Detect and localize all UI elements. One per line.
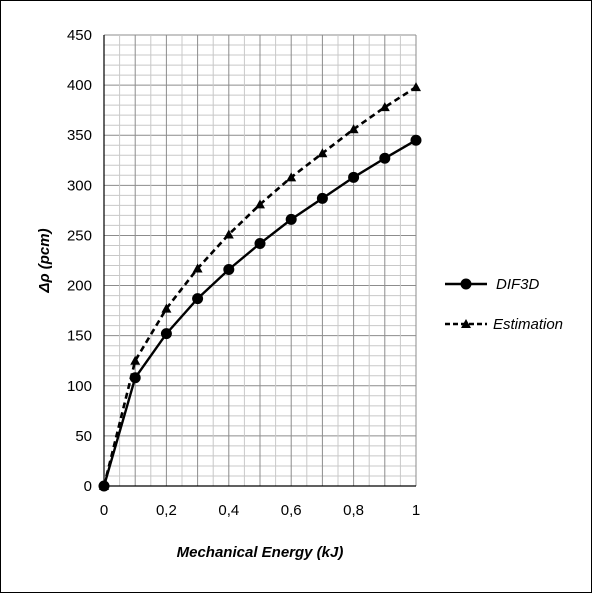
y-tick-label: 300 [67, 177, 92, 194]
tick-labels: 0 50 100 150 200 250 300 350 400 450 0 0,2 0,4 0,6 0,8… [67, 27, 420, 519]
series-layer [98, 82, 422, 492]
legend-item-estimation: Estimation [445, 316, 563, 333]
y-tick-label: 250 [67, 227, 92, 244]
y-tick-label: 200 [67, 278, 92, 295]
data-point-estimation [99, 481, 109, 490]
x-tick-label: 0,8 [343, 502, 364, 519]
legend-item-dif3d: DIF3D [445, 276, 540, 293]
data-point-estimation [317, 148, 328, 158]
x-tick-label: 0,6 [281, 502, 302, 519]
y-tick-label: 350 [67, 127, 92, 144]
data-point-dif3d [348, 171, 360, 183]
x-tick-label: 0,4 [218, 502, 239, 519]
y-tick-label: 450 [67, 27, 92, 44]
data-point-dif3d [192, 293, 204, 305]
y-tick-label: 150 [67, 328, 92, 345]
legend-marker-estimation [461, 319, 471, 328]
data-point-dif3d [160, 328, 172, 340]
y-tick-label: 100 [67, 378, 92, 395]
data-point-estimation [161, 303, 172, 313]
axes [103, 35, 416, 487]
y-tick-label: 50 [75, 428, 92, 445]
data-point-estimation [192, 263, 203, 273]
data-point-estimation [130, 355, 141, 365]
y-tick-label: 0 [84, 478, 92, 495]
data-point-estimation [286, 172, 297, 182]
grid [103, 34, 417, 487]
data-point-estimation [348, 124, 359, 134]
legend-marker-dif3d [460, 278, 472, 290]
x-tick-label: 1 [412, 502, 420, 519]
data-point-estimation [223, 229, 234, 239]
data-point-estimation [255, 199, 265, 209]
legend: DIF3D Estimation [445, 276, 563, 333]
data-point-dif3d [223, 264, 235, 276]
data-point-dif3d [410, 134, 422, 146]
legend-label-estimation: Estimation [493, 316, 563, 333]
data-point-dif3d [254, 237, 266, 249]
y-axis-title: Δρ (pcm) [36, 228, 53, 293]
data-point-dif3d [285, 213, 297, 225]
x-axis-title: Mechanical Energy (kJ) [177, 544, 344, 561]
y-tick-label: 400 [67, 77, 92, 94]
x-tick-label: 0,2 [156, 502, 177, 519]
data-point-estimation [411, 82, 421, 92]
legend-label-dif3d: DIF3D [496, 276, 540, 293]
data-point-estimation [379, 102, 390, 112]
x-tick-label: 0 [100, 502, 108, 519]
data-point-dif3d [379, 152, 391, 164]
data-point-dif3d [316, 192, 328, 204]
